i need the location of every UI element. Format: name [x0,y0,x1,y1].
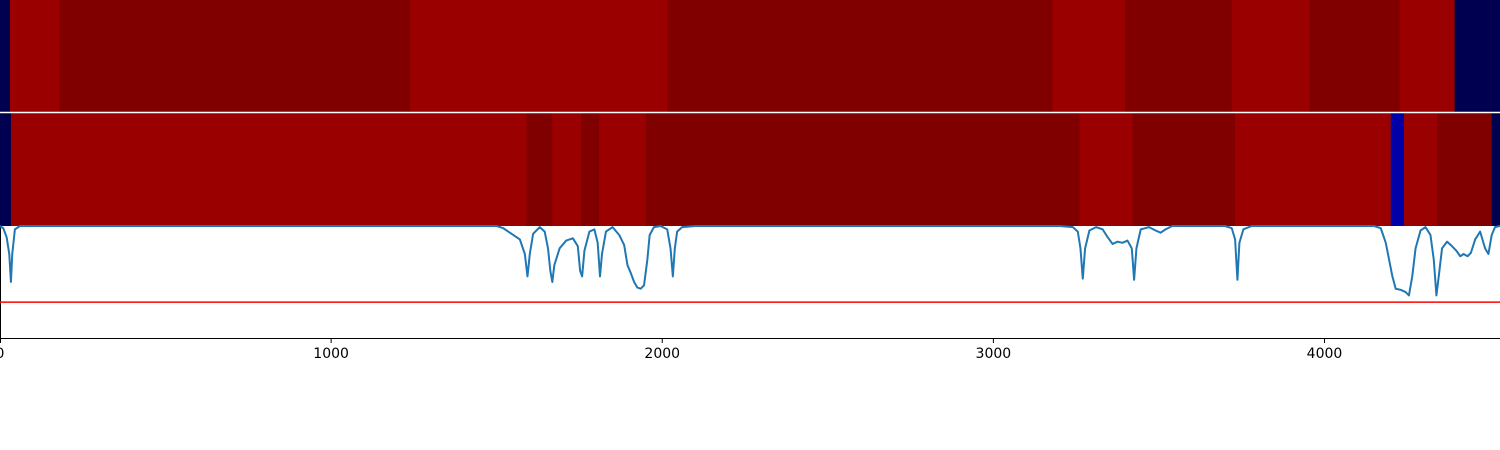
top-strip-segment-10 [1454,0,1500,112]
bottom-strip-segment-9 [1235,113,1392,226]
series-line [0,225,1500,297]
top-strip-segment-7 [1231,0,1311,112]
bottom-strip-segment-10 [1390,113,1405,226]
top-strip-segment-2 [58,0,411,112]
heatmap-strip-bottom [0,113,1500,226]
x-tick-label-1: 1000 [313,346,349,362]
bottom-strip-segment-4 [581,113,600,226]
top-strip-segment-6 [1125,0,1233,112]
bottom-strip-segment-13 [1491,113,1500,226]
bottom-strip-segment-7 [1079,113,1134,226]
bottom-strip-segment-1 [10,113,528,226]
top-strip-segment-1 [9,0,60,112]
bottom-strip-segment-8 [1132,113,1236,226]
bottom-strip-segment-11 [1403,113,1438,226]
bottom-strip-segment-12 [1437,113,1493,226]
x-tick-label-3: 3000 [976,346,1012,362]
heatmap-strip-top [0,0,1500,112]
bottom-strip-segment-3 [552,113,582,226]
bottom-strip-segment-5 [599,113,647,226]
bottom-strip-segment-2 [526,113,553,226]
x-tick-label-4: 4000 [1307,346,1343,362]
top-strip-segment-0 [0,0,11,112]
bottom-strip-segment-0 [0,113,12,226]
top-strip-segment-3 [409,0,668,112]
x-tick-label-2: 2000 [644,346,680,362]
bottom-strip-segment-6 [645,113,1081,226]
top-strip-segment-4 [667,0,1053,112]
line-plot-area [0,225,1500,339]
x-tick-label-0: 0 [0,346,4,362]
top-strip-segment-8 [1309,0,1401,112]
top-strip-segment-9 [1399,0,1456,112]
top-strip-segment-5 [1052,0,1126,112]
x-axis-ticks: 0 1000 2000 3000 4000 [0,338,1342,362]
